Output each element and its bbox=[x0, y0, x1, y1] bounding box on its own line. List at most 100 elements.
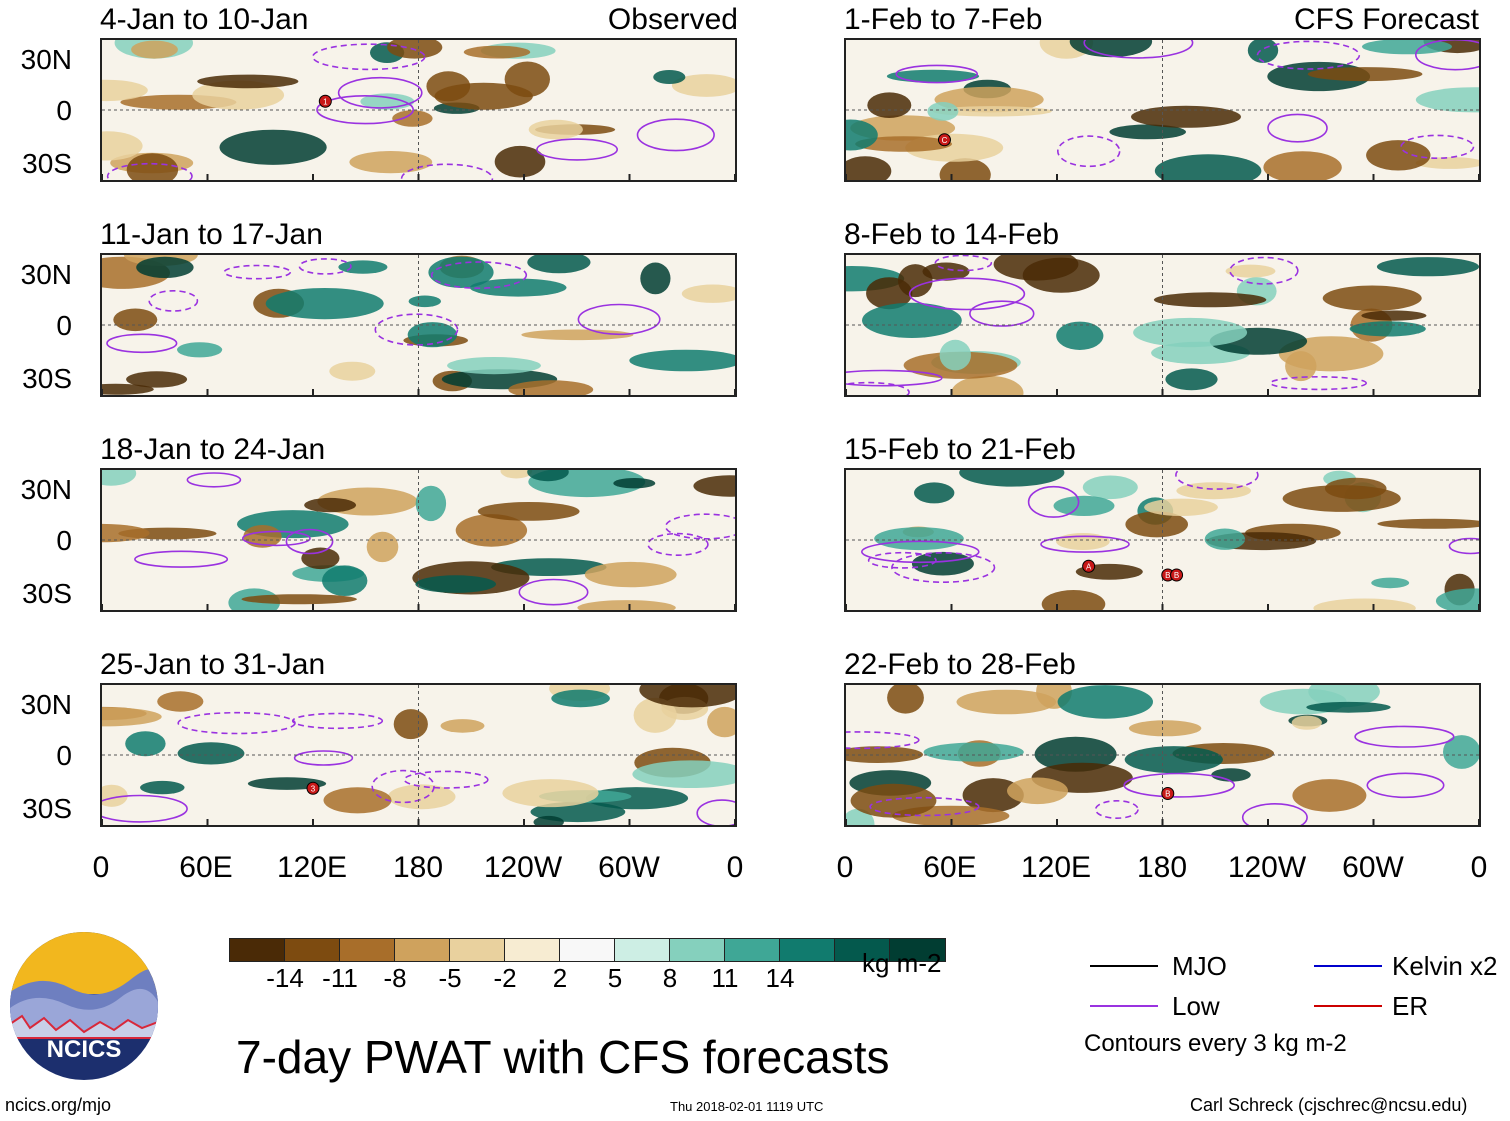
pwat-anomaly bbox=[584, 561, 677, 588]
pwat-anomaly bbox=[640, 262, 671, 295]
y-label-30n: 30N bbox=[20, 474, 72, 505]
pwat-anomaly bbox=[939, 339, 971, 371]
pwat-anomaly bbox=[447, 357, 541, 375]
y-label-eq: 0 bbox=[56, 525, 72, 556]
colorbar-swatch bbox=[560, 939, 615, 961]
pwat-anomaly bbox=[577, 600, 676, 610]
cyclone-marker: 3 bbox=[306, 781, 320, 795]
low-contour bbox=[223, 264, 292, 280]
pwat-anomaly bbox=[241, 594, 357, 605]
pwat-anomaly bbox=[102, 79, 148, 102]
pwat-anomaly bbox=[639, 685, 735, 708]
legend-label-er: ER bbox=[1392, 991, 1429, 1021]
pwat-anomaly bbox=[1247, 40, 1279, 63]
low-contour bbox=[867, 551, 937, 569]
low-contour bbox=[536, 138, 618, 161]
x-label: 60W bbox=[1342, 851, 1404, 884]
low-contour bbox=[403, 770, 489, 789]
y-label-eq: 0 bbox=[56, 310, 72, 341]
legend-label-mjo: MJO bbox=[1172, 951, 1227, 981]
svg-text:NCICS: NCICS bbox=[47, 1036, 122, 1063]
pwat-anomaly bbox=[301, 547, 340, 570]
x-label: 0 bbox=[92, 851, 110, 884]
panel-tag-forecast: CFS Forecast bbox=[1293, 3, 1479, 36]
footer-url[interactable]: ncics.org/mjo bbox=[5, 1095, 112, 1115]
colorbar-tick: 14 bbox=[765, 963, 795, 993]
panel-title-3: 18-Jan to 24-Jan bbox=[100, 433, 326, 466]
svg-text:B: B bbox=[1174, 571, 1179, 580]
colorbar-tick: 2 bbox=[552, 963, 568, 993]
panel-title-1: 4-Jan to 10-Jan bbox=[100, 3, 309, 36]
pwat-anomaly bbox=[1204, 528, 1246, 550]
panel-title-6: 8-Feb to 14-Feb bbox=[844, 218, 1060, 251]
pwat-anomaly bbox=[521, 329, 634, 341]
y-label-eq: 0 bbox=[56, 95, 72, 126]
pwat-anomaly bbox=[102, 131, 143, 161]
low-contour bbox=[869, 796, 980, 817]
pwat-anomaly bbox=[862, 302, 962, 338]
low-contour bbox=[337, 76, 423, 109]
cyclone-marker: C bbox=[937, 133, 951, 147]
pwat-anomaly bbox=[463, 45, 531, 59]
y-label-30n: 30N bbox=[20, 689, 72, 720]
pwat-anomaly bbox=[1371, 577, 1410, 589]
low-contour bbox=[664, 513, 735, 540]
pwat-anomaly bbox=[629, 349, 735, 372]
panel-title-7: 15-Feb to 21-Feb bbox=[844, 433, 1076, 466]
pwat-anomaly bbox=[1291, 715, 1322, 730]
pwat-anomaly bbox=[408, 295, 441, 308]
x-label: 60E bbox=[179, 851, 233, 884]
low-contour bbox=[1057, 135, 1121, 168]
pwat-anomaly bbox=[1349, 321, 1426, 337]
low-contour bbox=[908, 277, 1026, 311]
pwat-anomaly bbox=[440, 719, 485, 733]
pwat-anomaly bbox=[1282, 485, 1401, 512]
panel-title-4: 25-Jan to 31-Jan bbox=[100, 648, 326, 681]
pwat-anomaly bbox=[1308, 685, 1380, 708]
cyclone-marker: 1 bbox=[318, 94, 332, 108]
legend-line-er bbox=[1314, 1005, 1382, 1007]
x-label: 120W bbox=[1227, 851, 1307, 884]
colorbar-swatch bbox=[725, 939, 780, 961]
colorbar-swatch bbox=[230, 939, 285, 961]
map-canvas bbox=[102, 255, 735, 395]
low-contour bbox=[891, 552, 996, 584]
figure-title: 7-day PWAT with CFS forecasts bbox=[236, 1031, 890, 1083]
pwat-anomaly bbox=[1361, 310, 1427, 321]
low-contour bbox=[374, 313, 459, 346]
pwat-anomaly bbox=[551, 689, 610, 708]
low-contour bbox=[106, 162, 193, 180]
pwat-anomaly bbox=[1376, 257, 1479, 277]
low-contour bbox=[1256, 40, 1361, 70]
pwat-anomaly bbox=[1165, 368, 1218, 391]
legend-note: Contours every 3 kg m-2 bbox=[1084, 1030, 1347, 1057]
low-contour bbox=[518, 578, 589, 606]
svg-text:A: A bbox=[1086, 562, 1092, 571]
panel-title-2: 11-Jan to 17-Jan bbox=[100, 218, 323, 251]
low-contour bbox=[1040, 535, 1130, 553]
low-contour bbox=[1123, 772, 1236, 798]
pwat-anomaly bbox=[393, 709, 428, 740]
pwat-anomaly bbox=[349, 151, 433, 174]
pwat-anomaly bbox=[1415, 157, 1479, 169]
y-label-30s: 30S bbox=[22, 148, 72, 179]
pwat-anomaly bbox=[653, 70, 686, 84]
pwat-anomaly bbox=[1211, 768, 1251, 782]
x-label: 180 bbox=[392, 851, 444, 884]
pwat-anomaly bbox=[136, 256, 194, 278]
low-contour bbox=[106, 333, 178, 354]
low-contour bbox=[1083, 40, 1194, 59]
pwat-anomaly bbox=[1225, 264, 1276, 278]
pwat-anomaly bbox=[956, 689, 1057, 715]
pwat-anomaly bbox=[126, 153, 179, 180]
low-contour bbox=[1415, 40, 1479, 71]
low-contour bbox=[311, 43, 426, 71]
low-contour bbox=[861, 540, 980, 564]
colorbar-swatch bbox=[670, 939, 725, 961]
pwat-anomaly bbox=[1435, 588, 1479, 610]
pwat-anomaly bbox=[1053, 495, 1115, 516]
pwat-anomaly bbox=[140, 780, 185, 795]
colorbar-tick: 5 bbox=[607, 963, 623, 993]
svg-text:1: 1 bbox=[323, 97, 328, 106]
y-label-30n: 30N bbox=[20, 44, 72, 75]
